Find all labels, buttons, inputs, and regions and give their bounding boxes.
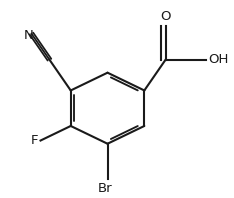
Text: Br: Br (98, 182, 113, 195)
Text: OH: OH (208, 53, 229, 66)
Text: N: N (24, 29, 33, 42)
Text: F: F (30, 134, 38, 147)
Text: O: O (160, 10, 171, 23)
